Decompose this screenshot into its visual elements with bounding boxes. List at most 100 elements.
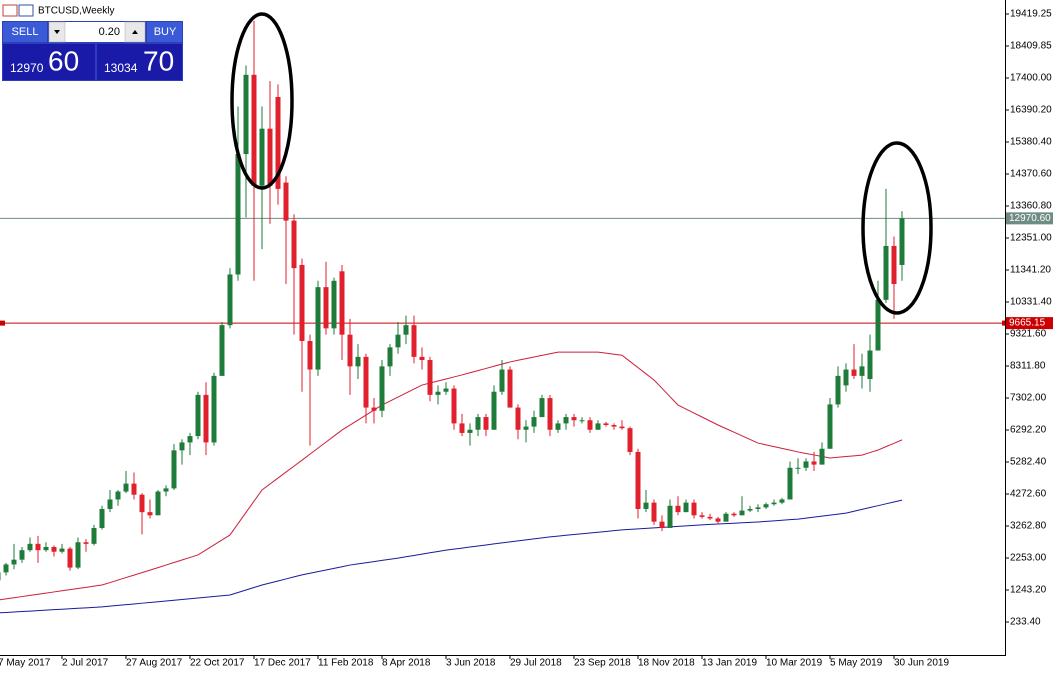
candle-body — [803, 461, 809, 468]
candle-body — [155, 491, 161, 516]
candle-body — [571, 417, 577, 421]
candle-body — [451, 388, 457, 424]
candle-body — [715, 518, 721, 522]
candle-body — [747, 508, 753, 511]
x-tick-label: 7 May 2017 — [0, 658, 51, 669]
candle-body — [867, 350, 873, 380]
y-tick-label: 4272.60 — [1010, 489, 1047, 500]
candle-body — [835, 375, 841, 405]
lot-value[interactable]: 0.20 — [99, 26, 120, 38]
candle-body — [283, 182, 289, 221]
candle-body — [219, 325, 225, 376]
candle-body — [307, 341, 313, 370]
candle-body — [587, 420, 593, 430]
plot-area — [0, 20, 1007, 614]
candle-body — [731, 513, 737, 516]
candle-body — [467, 429, 473, 433]
candle-body — [347, 334, 353, 367]
candle-body — [563, 417, 569, 424]
candle-body — [179, 442, 185, 451]
y-tick-label: 9321.60 — [1010, 329, 1047, 340]
candle-body — [595, 423, 601, 430]
y-tick-label: 3262.80 — [1010, 521, 1047, 532]
bid-big[interactable]: 12970 — [10, 61, 44, 75]
bid-box[interactable] — [3, 44, 95, 80]
ask-box[interactable] — [97, 44, 182, 80]
candle-body — [331, 280, 337, 329]
candle-body — [619, 426, 625, 429]
candle-body — [195, 394, 201, 437]
candle-body — [19, 550, 25, 560]
candle-body — [659, 521, 665, 528]
y-tick-label: 16390.20 — [1010, 105, 1052, 116]
price-label: 12970.60 — [1009, 213, 1051, 224]
candle-body — [131, 483, 137, 495]
candle-body — [147, 512, 153, 516]
candle-body — [91, 527, 97, 544]
candle-body — [723, 513, 729, 522]
candle-body — [611, 424, 617, 427]
candle-body — [443, 388, 449, 392]
y-tick-label: 1243.20 — [1010, 585, 1047, 596]
candle-body — [523, 426, 529, 430]
candle-body — [395, 334, 401, 348]
x-tick-label: 23 Sep 2018 — [574, 658, 631, 669]
candle-body — [355, 356, 361, 367]
candle-body — [371, 407, 377, 411]
candle-body — [675, 505, 681, 513]
candle-body — [899, 218, 905, 265]
candle-body — [499, 369, 505, 392]
candle-body — [883, 245, 889, 300]
x-tick-label: 18 Nov 2018 — [638, 658, 695, 669]
candle-body — [739, 510, 745, 516]
y-tick-label: 8311.80 — [1010, 361, 1046, 372]
candle-body — [555, 423, 561, 430]
ask-big[interactable]: 13034 — [104, 61, 138, 75]
y-tick-label: 5282.40 — [1010, 457, 1047, 468]
x-tick-label: 13 Jan 2019 — [702, 658, 757, 669]
candle-body — [67, 548, 73, 568]
candle-body — [323, 287, 329, 329]
bid-small[interactable]: 60 — [48, 45, 79, 76]
candle-body — [531, 417, 537, 427]
y-tick-label: 18409.85 — [1010, 41, 1052, 52]
candle-body — [203, 394, 209, 443]
ask-small[interactable]: 70 — [143, 45, 174, 76]
candle-body — [51, 547, 57, 552]
chart-title: BTCUSD,Weekly — [38, 6, 115, 17]
candle-body — [819, 448, 825, 465]
candle-body — [627, 428, 633, 452]
candle-body — [339, 271, 345, 335]
candle-body — [603, 423, 609, 425]
candle-body — [251, 74, 257, 186]
candle-body — [3, 564, 9, 573]
candle-body — [83, 542, 89, 544]
arrow-up — [132, 30, 138, 34]
candle-body — [667, 505, 673, 528]
candle-body — [35, 543, 41, 551]
candle-body — [691, 502, 697, 516]
sell-label[interactable]: SELL — [12, 26, 39, 38]
buy-label[interactable]: BUY — [154, 26, 177, 38]
y-tick-label: 15380.40 — [1010, 137, 1052, 148]
moving-average — [0, 351, 903, 601]
lot-input[interactable] — [49, 22, 145, 42]
candle-body — [579, 420, 585, 422]
candle-body — [763, 504, 769, 508]
x-tick-label: 30 Jun 2019 — [894, 658, 949, 669]
candle-body — [787, 467, 793, 500]
candle-body — [643, 502, 649, 509]
sell-button[interactable] — [3, 22, 47, 42]
candle-body — [27, 543, 33, 551]
moving-average — [0, 499, 903, 614]
candle-body — [419, 356, 425, 361]
candle-body — [547, 398, 553, 430]
annotation-ellipse — [230, 12, 294, 190]
buy-button[interactable] — [147, 22, 182, 42]
x-tick-label: 2 Jul 2017 — [62, 658, 109, 669]
candle-body — [755, 507, 761, 509]
y-tick-label: 13360.80 — [1010, 201, 1052, 212]
